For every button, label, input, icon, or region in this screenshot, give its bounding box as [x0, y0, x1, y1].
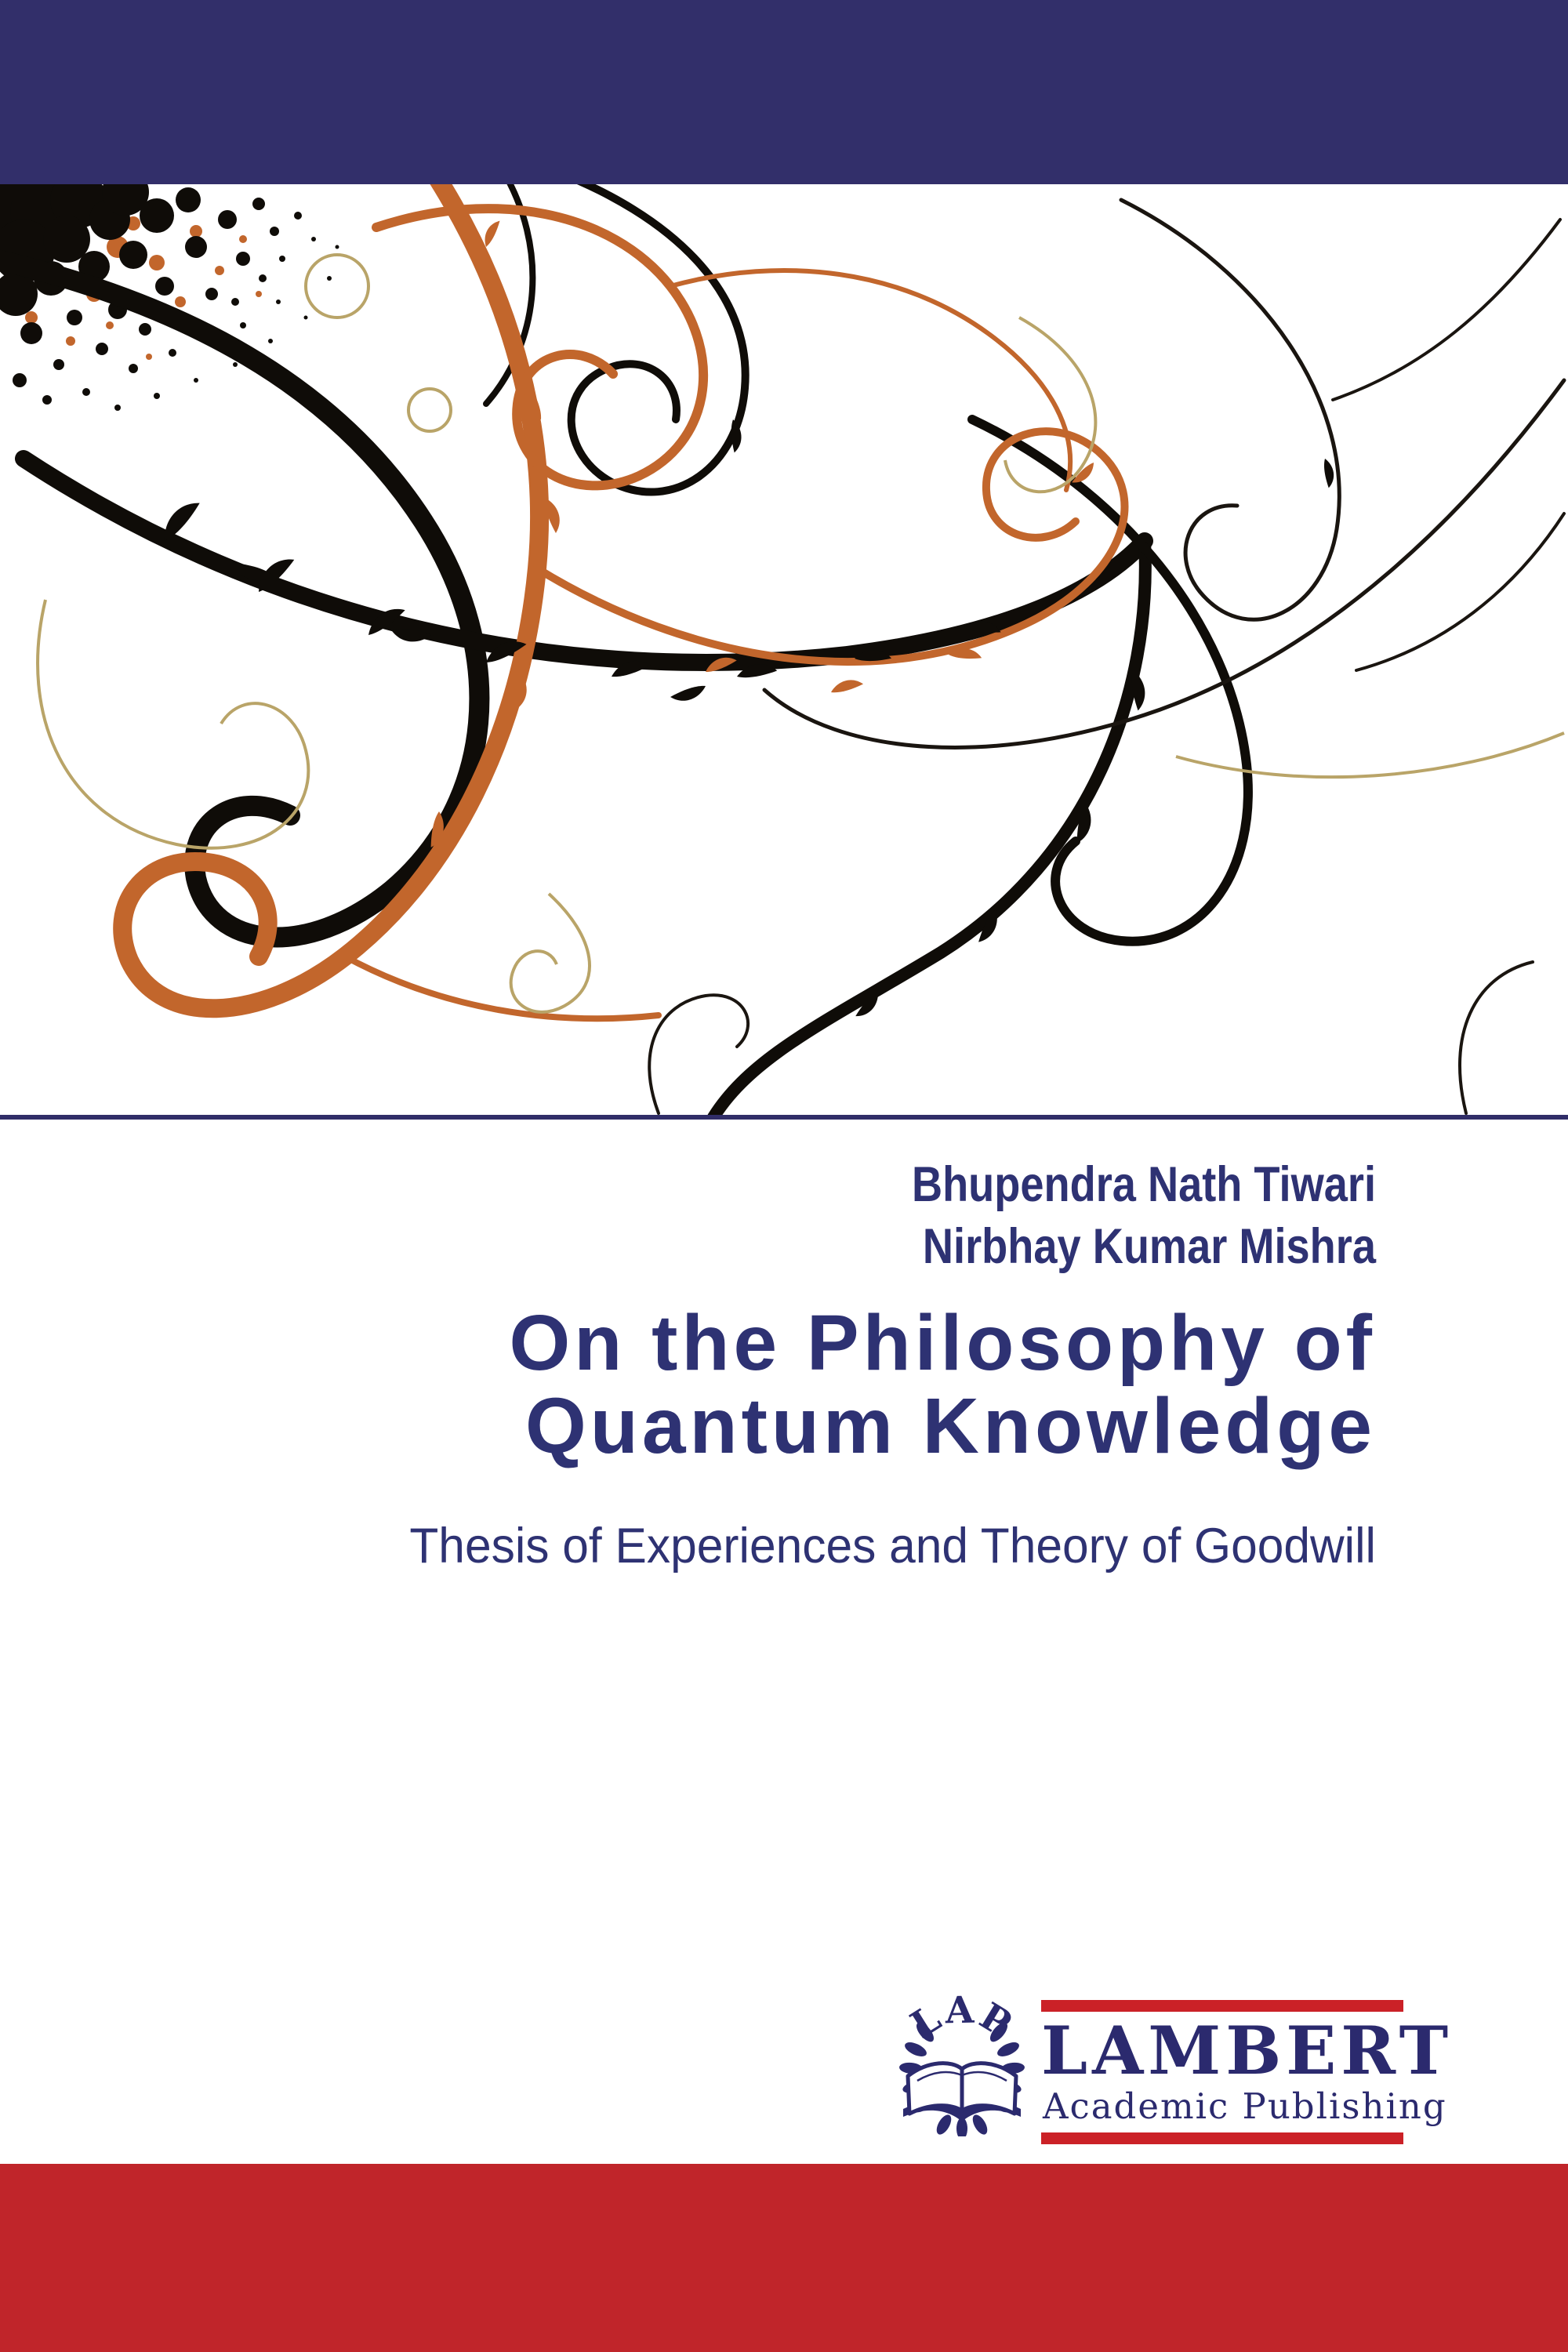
author-name: Bhupendra Nath Tiwari [911, 1157, 1376, 1212]
publisher-wordmark: LAMBERT Academic Publishing [1041, 2000, 1454, 2144]
black-vines [0, 184, 1253, 1115]
author-name: Nirbhay Kumar Mishra [922, 1219, 1376, 1274]
book-title-line1: On the Philosophy of [509, 1299, 1376, 1387]
open-book-icon [903, 2061, 1021, 2122]
orange-leaves [423, 218, 1099, 850]
top-band [0, 0, 1568, 184]
lap-emblem-icon: LAP [895, 1989, 1029, 2140]
logo-rule-top [1041, 2000, 1403, 2012]
lap-acronym-text: LAP [903, 1991, 1020, 2047]
tan-curls [36, 253, 1565, 1014]
thin-black-curls [648, 198, 1566, 1115]
swirl-vines-graphic [0, 184, 1566, 1115]
publisher-name: LAMBERT [1041, 2012, 1454, 2089]
logo-rule-bottom [1041, 2132, 1403, 2144]
book-subtitle: Thesis of Experiences and Theory of Good… [409, 1519, 1376, 1573]
ink-splatter-black [0, 184, 339, 411]
book-title: On the Philosophy of Quantum Knowledge [122, 1301, 1376, 1468]
publisher-tagline: Academic Publishing [1043, 2085, 1447, 2127]
floral-swirl-artwork [0, 184, 1568, 1115]
orange-vines [113, 184, 1129, 1022]
author-names: Bhupendra Nath Tiwari Nirbhay Kumar Mish… [200, 1154, 1376, 1278]
artwork-bottom-rule [0, 1115, 1568, 1120]
publisher-logo: LAP [895, 1989, 1454, 2144]
book-title-line2: Quantum Knowledge [525, 1382, 1376, 1470]
bottom-band [0, 2164, 1568, 2352]
